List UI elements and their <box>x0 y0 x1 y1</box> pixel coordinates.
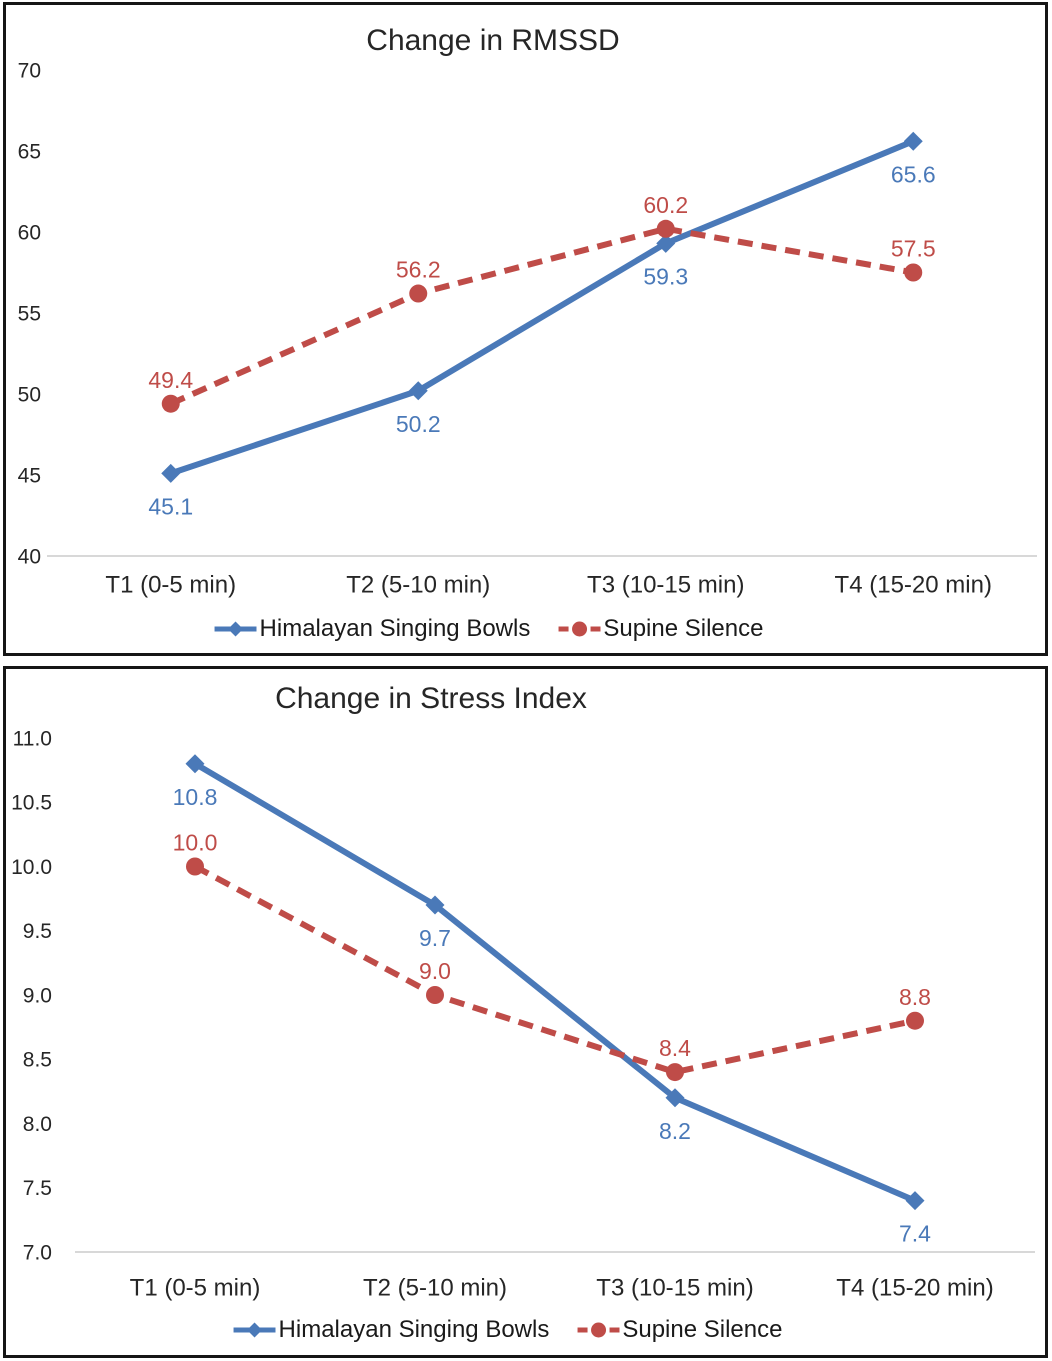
chart-title-stress-index: Change in Stress Index <box>275 682 587 715</box>
y-tick-label: 45 <box>18 464 41 487</box>
x-category-label: T3 (10-15 min) <box>587 571 744 598</box>
marker-himalayan-singing-bowls-0 <box>185 754 205 774</box>
rmssd-line-chart: 40 45 50 55 60 65 70 T1 (0-5 min) T2 (5-10 min) T… <box>18 59 1037 598</box>
y-tick-label: 40 <box>18 545 41 568</box>
legend-item-supine-silence: Supine Silence <box>577 1316 782 1344</box>
x-category-label: T4 (15-20 min) <box>836 1274 993 1301</box>
series-line-supine-silence <box>193 863 916 1076</box>
data-label: 10.0 <box>173 830 218 856</box>
data-label: 8.8 <box>899 984 931 1010</box>
y-tick-label: 10.0 <box>11 856 52 879</box>
marker-himalayan-singing-bowls-2 <box>656 233 676 253</box>
legend-circle-marker-icon <box>558 621 601 637</box>
marker-supine-silence-0 <box>161 394 180 413</box>
y-tick-label: 9.0 <box>23 984 52 1007</box>
y-tick-label: 9.5 <box>23 920 52 943</box>
stress-index-chart-panel: Change in Stress Index 7.0 7.5 8.0 8.5 9.0 9.… <box>3 666 1048 1358</box>
legend-diamond <box>228 621 244 637</box>
legend-circle <box>590 1322 606 1338</box>
x-category-label: T1 (0-5 min) <box>130 1274 261 1301</box>
y-tick-label: 8.0 <box>23 1113 52 1136</box>
data-label: 59.3 <box>643 263 688 289</box>
marker-supine-silence-2 <box>656 219 675 238</box>
data-label: 8.2 <box>659 1118 691 1144</box>
chart-title-rmssd: Change in RMSSD <box>366 24 620 57</box>
data-label: 57.5 <box>891 236 936 262</box>
marker-himalayan-singing-bowls-0 <box>161 463 181 483</box>
x-category-label: T4 (15-20 min) <box>835 571 992 598</box>
data-label: 56.2 <box>396 257 441 283</box>
legend-item-supine-silence: Supine Silence <box>558 615 763 643</box>
legend-diamond <box>247 1322 263 1338</box>
legend-label: Supine Silence <box>622 1316 783 1343</box>
y-tick-label: 7.5 <box>23 1177 52 1200</box>
data-label: 49.4 <box>148 367 193 393</box>
rmssd-chart-panel: Change in RMSSD 40 45 50 55 60 65 70 T1 (0-5 mi… <box>3 2 1048 656</box>
x-category-label: T2 (5-10 min) <box>363 1274 507 1301</box>
data-label: 10.8 <box>173 784 218 810</box>
marker-supine-silence-0 <box>186 857 204 876</box>
data-label: 9.7 <box>419 925 451 951</box>
legend-circle-marker-icon <box>577 1322 620 1338</box>
y-tick-label: 50 <box>18 383 41 406</box>
series-line-supine-silence <box>169 225 914 407</box>
legend-circle <box>571 621 587 637</box>
marker-himalayan-singing-bowls-2 <box>665 1088 685 1108</box>
marker-himalayan-singing-bowls-1 <box>408 381 428 401</box>
legend-diamond-marker-icon <box>233 1322 276 1338</box>
y-tick-label: 8.5 <box>23 1049 52 1072</box>
y-tick-label: 55 <box>18 302 41 325</box>
data-label: 65.6 <box>891 161 936 187</box>
y-tick-label: 70 <box>18 59 41 82</box>
data-label: 8.4 <box>659 1035 691 1061</box>
stress-index-line-chart: 7.0 7.5 8.0 8.5 9.0 9.5 10.0 10.5 11.0 T1 (0-5 mi… <box>11 727 1035 1301</box>
legend-item-himalayan-singing-bowls: Himalayan Singing Bowls <box>214 615 531 643</box>
y-tick-label: 11.0 <box>13 727 52 750</box>
legend-stress: Himalayan Singing Bowls Supine Silence <box>233 1316 782 1344</box>
marker-supine-silence-2 <box>666 1063 684 1082</box>
legend-item-himalayan-singing-bowls: Himalayan Singing Bowls <box>233 1316 550 1344</box>
legend-label: Supine Silence <box>603 615 764 642</box>
data-label: 60.2 <box>643 192 688 218</box>
data-label: 50.2 <box>396 411 441 437</box>
y-tick-label: 65 <box>18 140 41 163</box>
marker-himalayan-singing-bowls-3 <box>905 1191 925 1211</box>
legend-diamond-marker-icon <box>214 621 257 637</box>
marker-supine-silence-3 <box>904 263 923 282</box>
x-category-label: T3 (10-15 min) <box>596 1274 753 1301</box>
data-label: 7.4 <box>899 1221 931 1247</box>
marker-supine-silence-1 <box>409 284 428 303</box>
legend-label: Himalayan Singing Bowls <box>259 615 531 642</box>
y-tick-label: 60 <box>18 221 41 244</box>
series-line-himalayan-singing-bowls <box>169 138 915 477</box>
x-category-label: T1 (0-5 min) <box>105 571 236 598</box>
data-label: 9.0 <box>419 958 451 984</box>
data-label: 45.1 <box>148 493 193 519</box>
marker-supine-silence-3 <box>906 1011 924 1030</box>
marker-supine-silence-1 <box>426 986 444 1004</box>
marker-himalayan-singing-bowls-1 <box>425 895 445 915</box>
y-tick-label: 7.0 <box>23 1241 52 1264</box>
legend-label: Himalayan Singing Bowls <box>278 1316 550 1343</box>
x-category-label: T2 (5-10 min) <box>346 571 490 598</box>
marker-himalayan-singing-bowls-3 <box>903 131 923 151</box>
legend-rmssd: Himalayan Singing Bowls Supine Silence <box>214 615 763 643</box>
series-line-himalayan-singing-bowls <box>193 761 917 1204</box>
y-tick-label: 10.5 <box>11 792 52 815</box>
